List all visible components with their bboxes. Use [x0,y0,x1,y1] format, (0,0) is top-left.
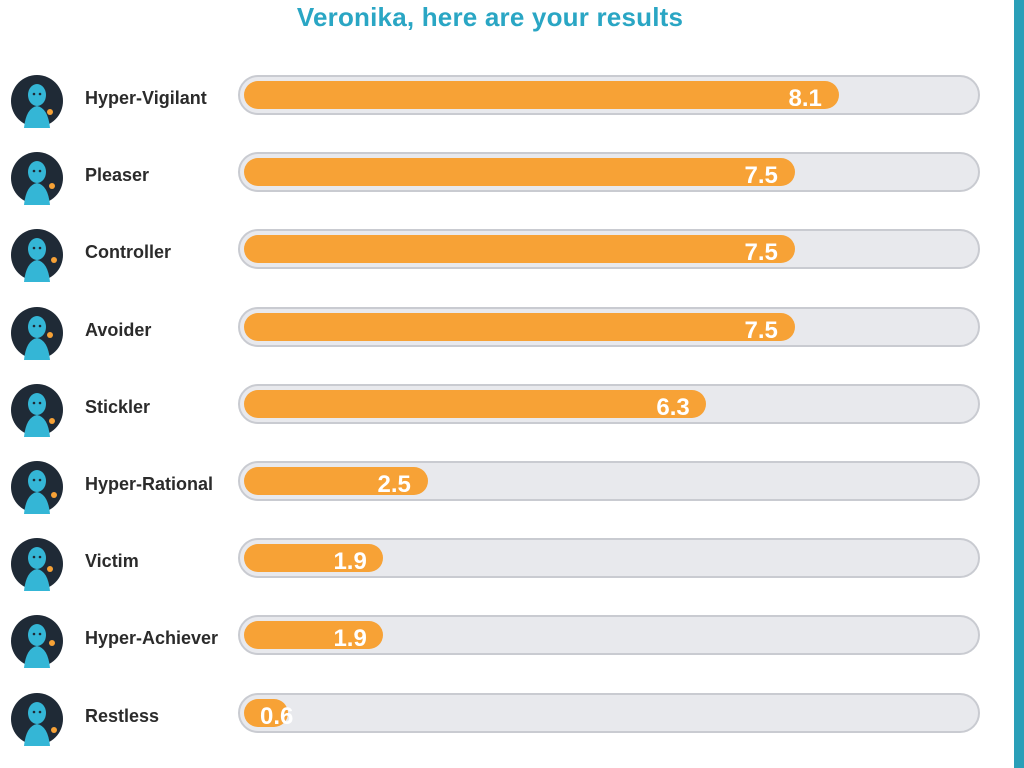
right-edge-accent [1014,0,1024,768]
bar-fill [244,312,795,341]
bar-value-label: 0.6 [260,702,294,730]
bar-value-label: 1.9 [333,548,367,576]
bar-fill [244,698,289,727]
category-label: Hyper-Rational [85,473,214,494]
victim-avatar-icon [10,537,64,592]
result-row: Hyper-Rational 2.5 [0,454,1000,531]
bar-track: 8.1 [238,75,980,115]
category-label: Avoider [85,319,152,340]
bar-track: 2.5 [238,460,980,501]
stickler-avatar-icon [10,383,64,437]
category-label: Stickler [85,396,151,417]
result-row: Restless 0.6 [0,686,1000,763]
avoider-avatar-icon [10,306,64,360]
category-label: Victim [85,551,139,572]
result-row: Controller 7.5 [0,222,1000,299]
bar-fill [244,621,384,650]
category-label: Pleaser [85,165,150,186]
bar-fill [244,466,428,495]
pleaser-avatar-icon [10,151,64,206]
category-label: Restless [85,705,160,726]
bar-value-label: 1.9 [333,625,367,653]
category-label: Hyper-Vigilant [85,88,207,108]
result-row: Hyper-Achiever 1.9 [0,608,1000,685]
bar-value-label: 7.5 [744,316,778,344]
bar-track: 0.6 [238,692,980,733]
bar-fill [244,235,795,264]
bar-track: 7.5 [238,306,980,347]
bar-track: 7.5 [238,152,980,193]
result-row: Avoider 7.5 [0,300,1000,377]
page-title: Veronika, here are your results [296,2,684,32]
bar-value-label: 2.5 [377,470,411,498]
results-chart: Hyper-Vigilant 8.1 Pleaser 7.5 Controller 7.5… [0,68,1000,763]
bar-value-label: 7.5 [744,162,778,190]
bar-fill [244,389,707,418]
result-row: Stickler 6.3 [0,377,1000,454]
hyper-vigilant-avatar-icon [10,74,64,128]
bar-fill [244,158,795,187]
controller-avatar-icon [10,228,64,283]
hyper-achiever-avatar-icon [10,614,64,669]
bar-fill [244,544,384,573]
bar-track: 1.9 [238,615,980,656]
bar-track: 1.9 [238,538,980,579]
result-row: Victim 1.9 [0,531,1000,608]
result-row: Hyper-Vigilant 8.1 [0,68,1000,145]
bar-value-label: 8.1 [788,85,822,112]
bar-track: 6.3 [238,383,980,424]
category-label: Hyper-Achiever [85,628,219,649]
bar-fill [244,81,839,109]
result-row: Pleaser 7.5 [0,145,1000,222]
bar-track: 7.5 [238,229,980,270]
bar-value-label: 6.3 [656,393,690,421]
bar-value-label: 7.5 [744,239,778,267]
restless-avatar-icon [10,692,64,746]
category-label: Controller [85,242,172,263]
hyper-rational-avatar-icon [10,460,64,514]
